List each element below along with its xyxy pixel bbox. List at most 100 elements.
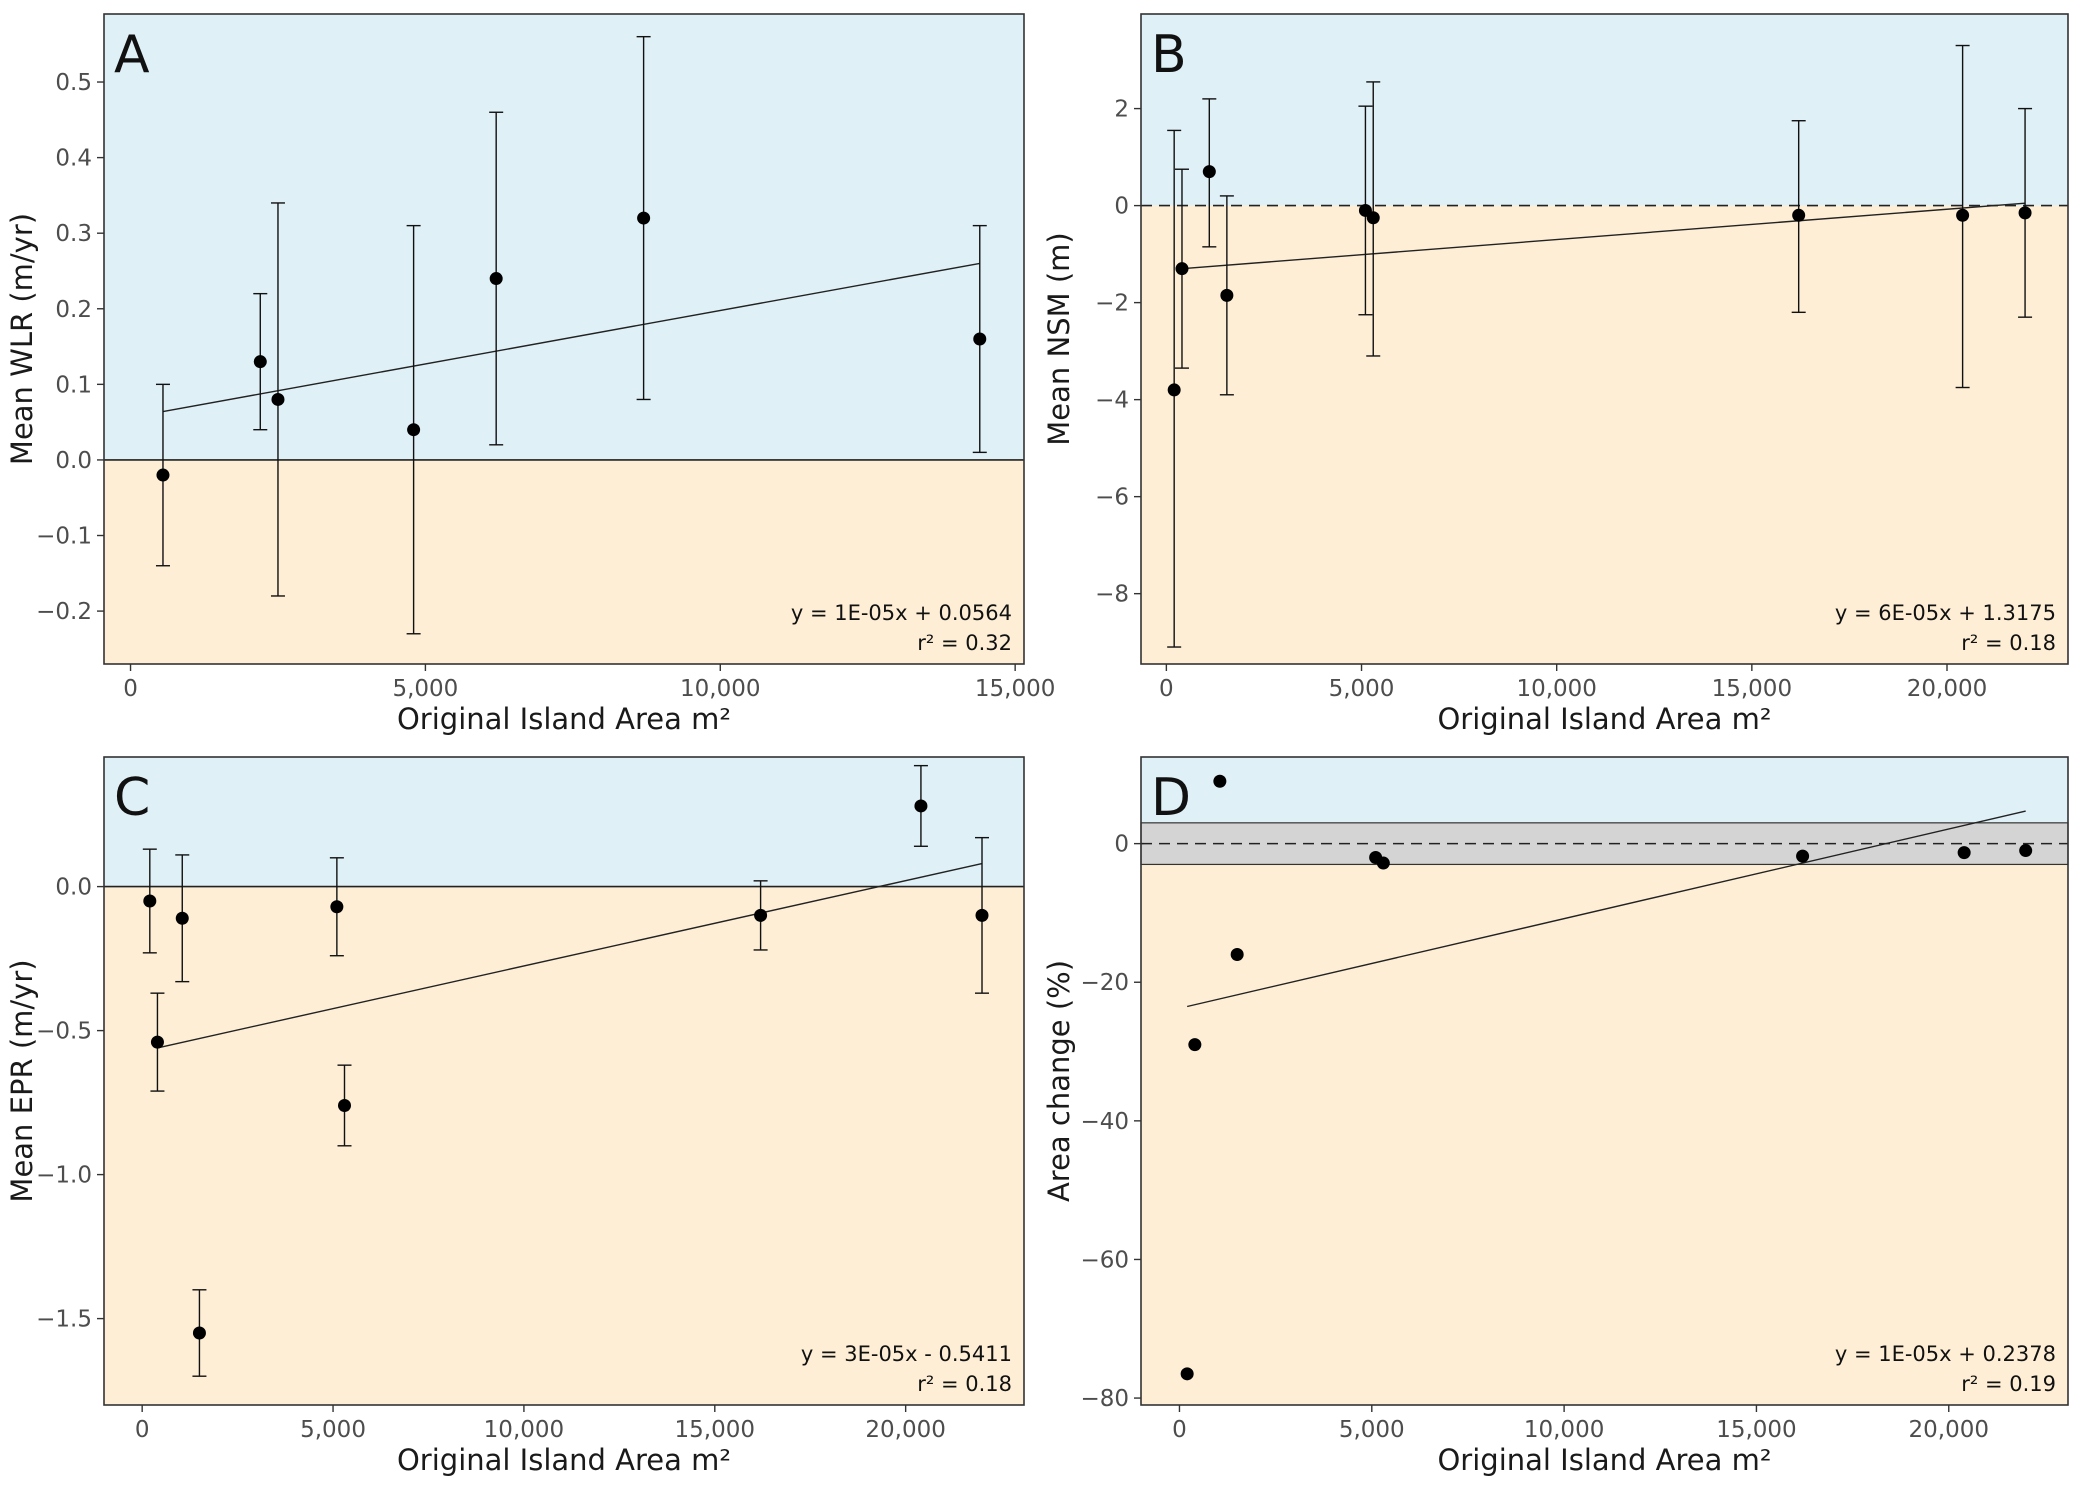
panel-b-data-point — [2018, 206, 2032, 220]
panel-a-y-axis-label: Mean WLR (m/yr) — [5, 213, 39, 465]
panel-b-x-tick-label: 20,000 — [1907, 676, 1987, 702]
panel-b-data-point — [1956, 208, 1970, 222]
panel-b-data-point — [1220, 288, 1234, 302]
panel-d-y-tick-label: −40 — [1080, 1109, 1129, 1135]
panel-d-x-tick-label: 5,000 — [1339, 1417, 1405, 1443]
panel-c-equation: y = 3E-05x - 0.5411 — [801, 1342, 1012, 1366]
panel-b-x-tick-label: 10,000 — [1516, 676, 1596, 702]
panel-a-y-tick-label: 0.1 — [55, 372, 92, 398]
panel-a-data-point — [156, 468, 170, 482]
panel-c-x-tick-label: 0 — [135, 1417, 150, 1443]
panel-d-x-tick-label: 0 — [1172, 1417, 1187, 1443]
panel-d: 0 5,000 10,000 15,000 20,000 −80 −60 −40 −20 0 D… — [1042, 756, 2069, 1477]
panel-b-y-tick-label: 0 — [1114, 194, 1129, 220]
panel-d-data-point — [1213, 774, 1227, 788]
panel-c-data-point — [914, 799, 928, 813]
panel-a-y-tick-label: −0.1 — [36, 524, 92, 550]
panel-a-x-tick-label: 10,000 — [680, 676, 760, 702]
panel-c-frame — [103, 756, 1025, 1406]
panel-d-r2: r² = 0.19 — [1961, 1372, 2056, 1396]
panel-d-y-tick-label: −80 — [1080, 1386, 1129, 1412]
panel-d-data-point — [1180, 1367, 1194, 1381]
panel-c-data-point — [175, 911, 189, 925]
panel-c-negative-region — [104, 886, 1024, 1405]
panel-d-equation: y = 1E-05x + 0.2378 — [1835, 1342, 2056, 1366]
panel-b-r2: r² = 0.18 — [1961, 631, 2056, 655]
panel-c-x-tick-label: 15,000 — [675, 1417, 755, 1443]
panel-a-x-tick-label: 0 — [123, 676, 138, 702]
panel-c-data-point — [337, 1098, 351, 1112]
panel-b-trendline — [1181, 202, 2026, 270]
panel-a-data-point — [973, 332, 987, 346]
panel-a-data-point — [271, 392, 285, 406]
panel-b-data-point — [1366, 211, 1380, 225]
panel-b-positive-region — [1141, 14, 2068, 206]
panel-d-data-point — [1796, 849, 1810, 863]
panel-d-trendline — [1186, 810, 2026, 1008]
panel-b: 0 5,000 10,000 15,000 20,000 −8 −6 −4 −2 0 2 B y … — [1042, 13, 2069, 736]
panel-c-x-tick-label: 20,000 — [865, 1417, 945, 1443]
panel-c-y-axis-label: Mean EPR (m/yr) — [5, 959, 39, 1202]
panel-c-positive-region — [104, 757, 1024, 887]
panel-b-y-tick-label: −8 — [1095, 582, 1129, 608]
panel-b-frame — [1140, 13, 2069, 665]
panel-b-data-point — [1202, 165, 1216, 179]
panel-d-frame — [1140, 756, 2069, 1406]
panel-c-trendline — [157, 862, 983, 1049]
panel-a-y-tick-label: 0.4 — [55, 146, 92, 172]
panel-a-x-axis-label: Original Island Area m² — [397, 702, 731, 736]
panel-b-y-tick-label: −6 — [1095, 485, 1129, 511]
panel-c-label: C — [114, 768, 150, 828]
panel-c-y-tick-label: −0.5 — [36, 1019, 92, 1045]
panel-b-x-axis-label: Original Island Area m² — [1437, 702, 1771, 736]
panel-a-trendline — [162, 262, 980, 413]
panel-c-y-tick-label: −1.5 — [36, 1307, 92, 1333]
panel-a-x-tick-label: 15,000 — [975, 676, 1055, 702]
panel-d-data-point — [2019, 844, 2033, 858]
panel-d-data-point — [1376, 856, 1390, 870]
panel-d-x-tick-label: 10,000 — [1524, 1417, 1604, 1443]
panel-d-x-tick-label: 15,000 — [1716, 1417, 1796, 1443]
panel-c-data-point — [150, 1035, 164, 1049]
panel-b-data-point — [1175, 262, 1189, 276]
panel-d-data-point — [1188, 1038, 1202, 1052]
panel-a-y-tick-label: 0.3 — [55, 221, 92, 247]
panel-c-x-tick-label: 10,000 — [484, 1417, 564, 1443]
panel-c-data-point — [330, 900, 344, 914]
panel-a-y-tick-label: 0.5 — [55, 70, 92, 96]
panel-a-frame — [103, 13, 1025, 665]
panel-d-uncertainty-band — [1140, 822, 2069, 866]
panel-b-y-tick-label: −4 — [1095, 388, 1129, 414]
panel-d-y-axis-label: Area change (%) — [1042, 960, 1076, 1202]
panel-b-x-tick-label: 5,000 — [1329, 676, 1395, 702]
panel-b-y-tick-label: −2 — [1095, 291, 1129, 317]
panel-c: 0 5,000 10,000 15,000 20,000 −1.5 −1.0 −0.5 0.0… — [5, 756, 1025, 1477]
panel-c-r2: r² = 0.18 — [917, 1372, 1012, 1396]
panel-d-y-tick-label: 0 — [1114, 832, 1129, 858]
panel-b-equation: y = 6E-05x + 1.3175 — [1835, 601, 2056, 625]
panel-d-data-point — [1957, 846, 1971, 860]
panel-a-equation: y = 1E-05x + 0.0564 — [791, 601, 1012, 625]
panel-a-y-tick-label: −0.2 — [36, 599, 92, 625]
panel-a: 0 5,000 10,000 15,000 −0.2 −0.1 0.0 0.1 0.2 0.3 0… — [5, 13, 1055, 736]
panel-a-data-point — [253, 355, 267, 369]
panel-b-data-point — [1167, 383, 1181, 397]
panel-c-x-axis-label: Original Island Area m² — [397, 1443, 731, 1477]
panel-a-positive-region — [104, 14, 1024, 460]
panel-a-negative-region — [104, 459, 1024, 664]
panel-a-y-tick-label: 0.0 — [55, 448, 92, 474]
panel-a-data-point — [407, 423, 421, 437]
panel-c-data-point — [754, 908, 768, 922]
panel-d-label: D — [1151, 768, 1191, 828]
panel-b-label: B — [1151, 25, 1187, 85]
panel-c-data-point — [192, 1326, 206, 1340]
panel-a-x-tick-label: 5,000 — [392, 676, 458, 702]
panel-c-data-point — [975, 908, 989, 922]
panel-b-negative-region — [1141, 205, 2068, 664]
panel-b-data-point — [1792, 208, 1806, 222]
panel-d-negative-region — [1141, 843, 2068, 1405]
panel-b-y-axis-label: Mean NSM (m) — [1042, 232, 1076, 445]
panel-c-y-tick-label: −1.0 — [36, 1163, 92, 1189]
panel-a-r2: r² = 0.32 — [917, 631, 1012, 655]
